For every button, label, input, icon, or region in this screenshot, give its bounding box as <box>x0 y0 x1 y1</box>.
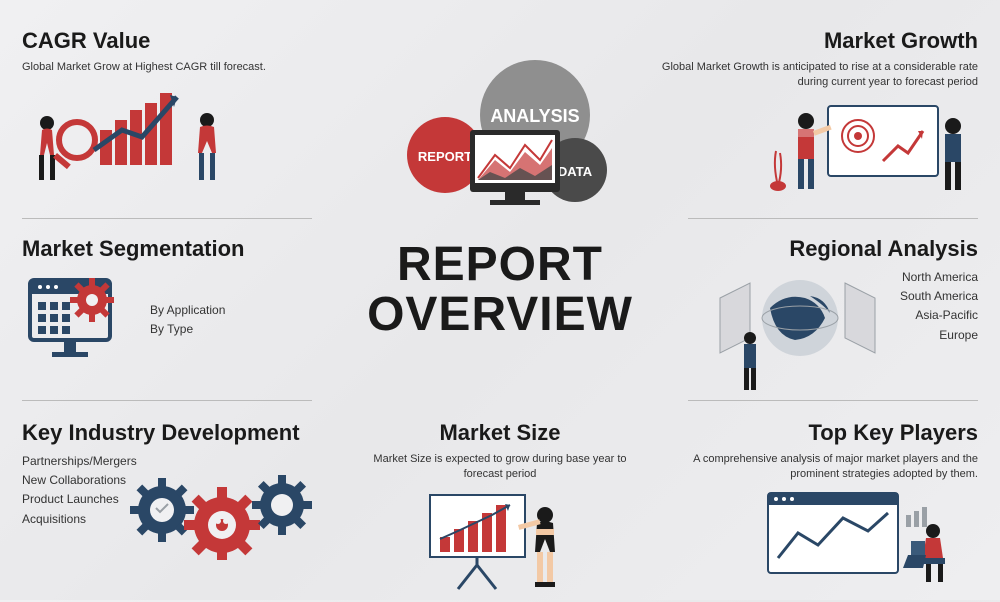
market-size-icon <box>410 487 590 597</box>
divider <box>688 218 978 219</box>
divider <box>22 218 312 219</box>
market-size-title: Market Size <box>370 420 630 446</box>
divider <box>688 400 978 401</box>
growth-desc: Global Market Growth is anticipated to r… <box>658 60 978 91</box>
gears-icon <box>122 470 342 560</box>
section-growth: Market Growth Global Market Growth is an… <box>658 28 978 206</box>
section-regional: Regional Analysis North America South Am… <box>658 236 978 398</box>
section-segmentation: Market Segmentation By Application By Ty… <box>22 236 322 370</box>
growth-icon <box>758 91 978 206</box>
bubble-analysis-label: ANALYSIS <box>490 106 579 126</box>
regional-title: Regional Analysis <box>658 236 978 262</box>
segmentation-icon <box>22 270 132 370</box>
bubble-report-label: REPORT <box>418 149 472 164</box>
top-players-desc: A comprehensive analysis of major market… <box>658 452 978 483</box>
center-graphic: ANALYSIS REPORT DATA <box>360 60 640 220</box>
section-cagr: CAGR Value Global Market Grow at Highest… <box>22 28 322 200</box>
bubble-data-label: DATA <box>558 164 593 179</box>
top-players-title: Top Key Players <box>658 420 978 446</box>
growth-title: Market Growth <box>658 28 978 54</box>
regional-list: North America South America Asia-Pacific… <box>900 268 978 345</box>
key-dev-title: Key Industry Development <box>22 420 342 446</box>
top-players-icon <box>758 483 978 593</box>
cagr-title: CAGR Value <box>22 28 322 54</box>
market-size-desc: Market Size is expected to grow during b… <box>370 452 630 483</box>
segmentation-list: By Application By Type <box>150 301 225 339</box>
divider <box>22 400 312 401</box>
cagr-desc: Global Market Grow at Highest CAGR till … <box>22 60 322 75</box>
cagr-icon <box>22 75 242 195</box>
section-market-size: Market Size Market Size is expected to g… <box>370 420 630 602</box>
regional-icon <box>715 268 885 398</box>
main-title: REPORT OVERVIEW <box>367 240 633 341</box>
segmentation-title: Market Segmentation <box>22 236 322 262</box>
section-top-players: Top Key Players A comprehensive analysis… <box>658 420 978 593</box>
section-key-dev: Key Industry Development Partnerships/Me… <box>22 420 342 529</box>
